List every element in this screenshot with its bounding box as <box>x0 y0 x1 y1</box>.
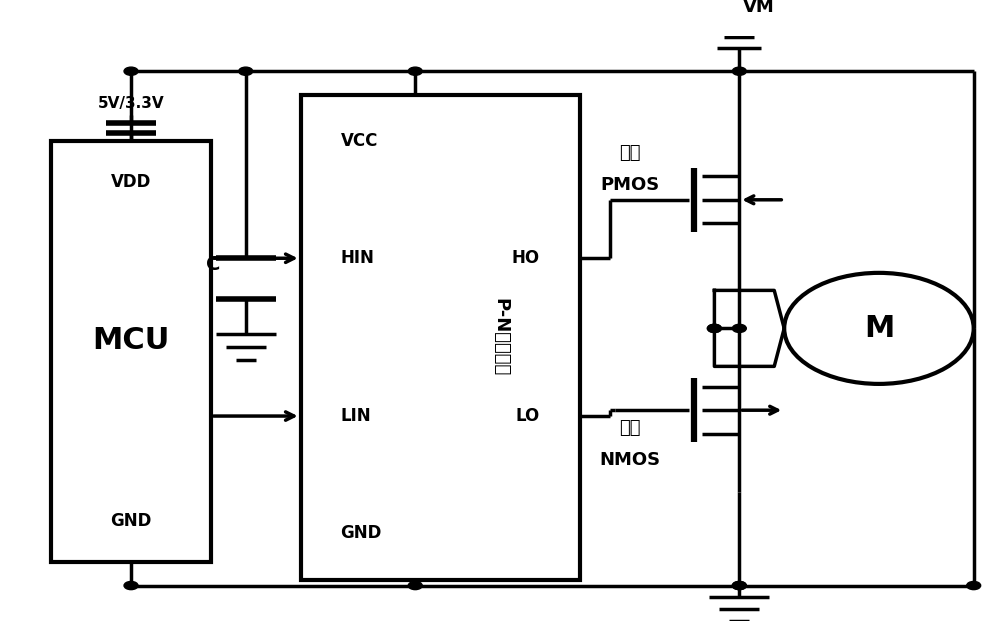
Text: VCC: VCC <box>340 132 378 151</box>
Text: PMOS: PMOS <box>600 176 659 194</box>
Text: NMOS: NMOS <box>599 451 660 469</box>
Circle shape <box>707 324 721 333</box>
Text: 功率: 功率 <box>619 419 640 437</box>
Text: M: M <box>864 314 894 343</box>
Text: GND: GND <box>340 524 382 542</box>
Text: VM: VM <box>743 0 775 16</box>
Circle shape <box>967 582 981 590</box>
Text: 5V/3.3V: 5V/3.3V <box>98 96 164 111</box>
Text: HO: HO <box>512 249 540 267</box>
Text: 功率: 功率 <box>619 144 640 162</box>
Circle shape <box>707 324 721 333</box>
Bar <box>51 141 211 562</box>
Circle shape <box>732 582 746 590</box>
Text: LIN: LIN <box>340 407 371 425</box>
Circle shape <box>732 67 746 75</box>
Circle shape <box>408 582 422 590</box>
Bar <box>301 95 580 580</box>
Text: GND: GND <box>110 513 152 530</box>
Text: VDD: VDD <box>111 174 151 192</box>
Circle shape <box>408 67 422 75</box>
Text: P-N桥式驱动: P-N桥式驱动 <box>491 298 509 376</box>
Circle shape <box>124 67 138 75</box>
Circle shape <box>239 67 253 75</box>
Circle shape <box>124 582 138 590</box>
Text: LO: LO <box>516 407 540 425</box>
Text: MCU: MCU <box>92 325 170 355</box>
Circle shape <box>732 324 746 333</box>
Text: HIN: HIN <box>340 249 374 267</box>
Text: C: C <box>206 254 221 274</box>
Circle shape <box>732 582 746 590</box>
